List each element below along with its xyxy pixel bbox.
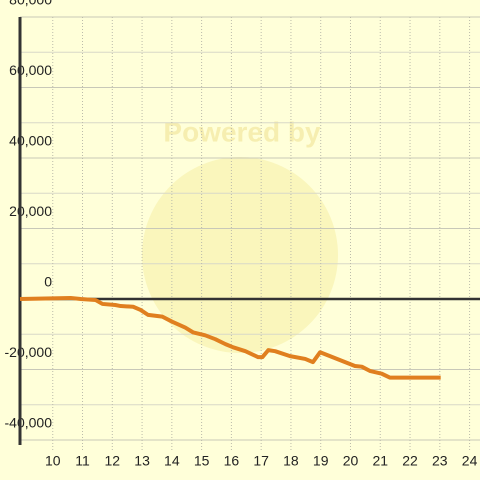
y-tick-label: -20,000 [5,344,53,360]
x-tick-label: 15 [194,453,210,469]
y-tick-label: 40,000 [9,133,52,149]
y-tick-label: 20,000 [9,203,52,219]
y-tick-label: 0 [44,274,52,290]
x-tick-label: 24 [462,453,478,469]
x-tick-label: 12 [105,453,121,469]
x-tick-label: 13 [134,453,150,469]
x-tick-label: 16 [224,453,240,469]
x-tick-label: 19 [313,453,329,469]
line [19,295,441,380]
x-tick-label: 11 [75,453,90,469]
y-tick-label: 80,000 [9,0,52,8]
x-tick-label: 22 [402,453,418,469]
x-tick-label: 18 [283,453,299,469]
y-tick-label: 60,000 [9,62,52,78]
x-tick-label: 17 [253,453,269,469]
x-tick-label: 21 [372,453,388,469]
watermark: Powered by [163,116,321,147]
x-tick-label: 23 [432,453,448,469]
watermark-logo [142,157,338,353]
x-tick-label: 10 [45,453,61,469]
y-tick-label: -40,000 [5,415,53,431]
x-tick-label: 14 [164,453,180,469]
x-tick-label: 20 [343,453,359,469]
